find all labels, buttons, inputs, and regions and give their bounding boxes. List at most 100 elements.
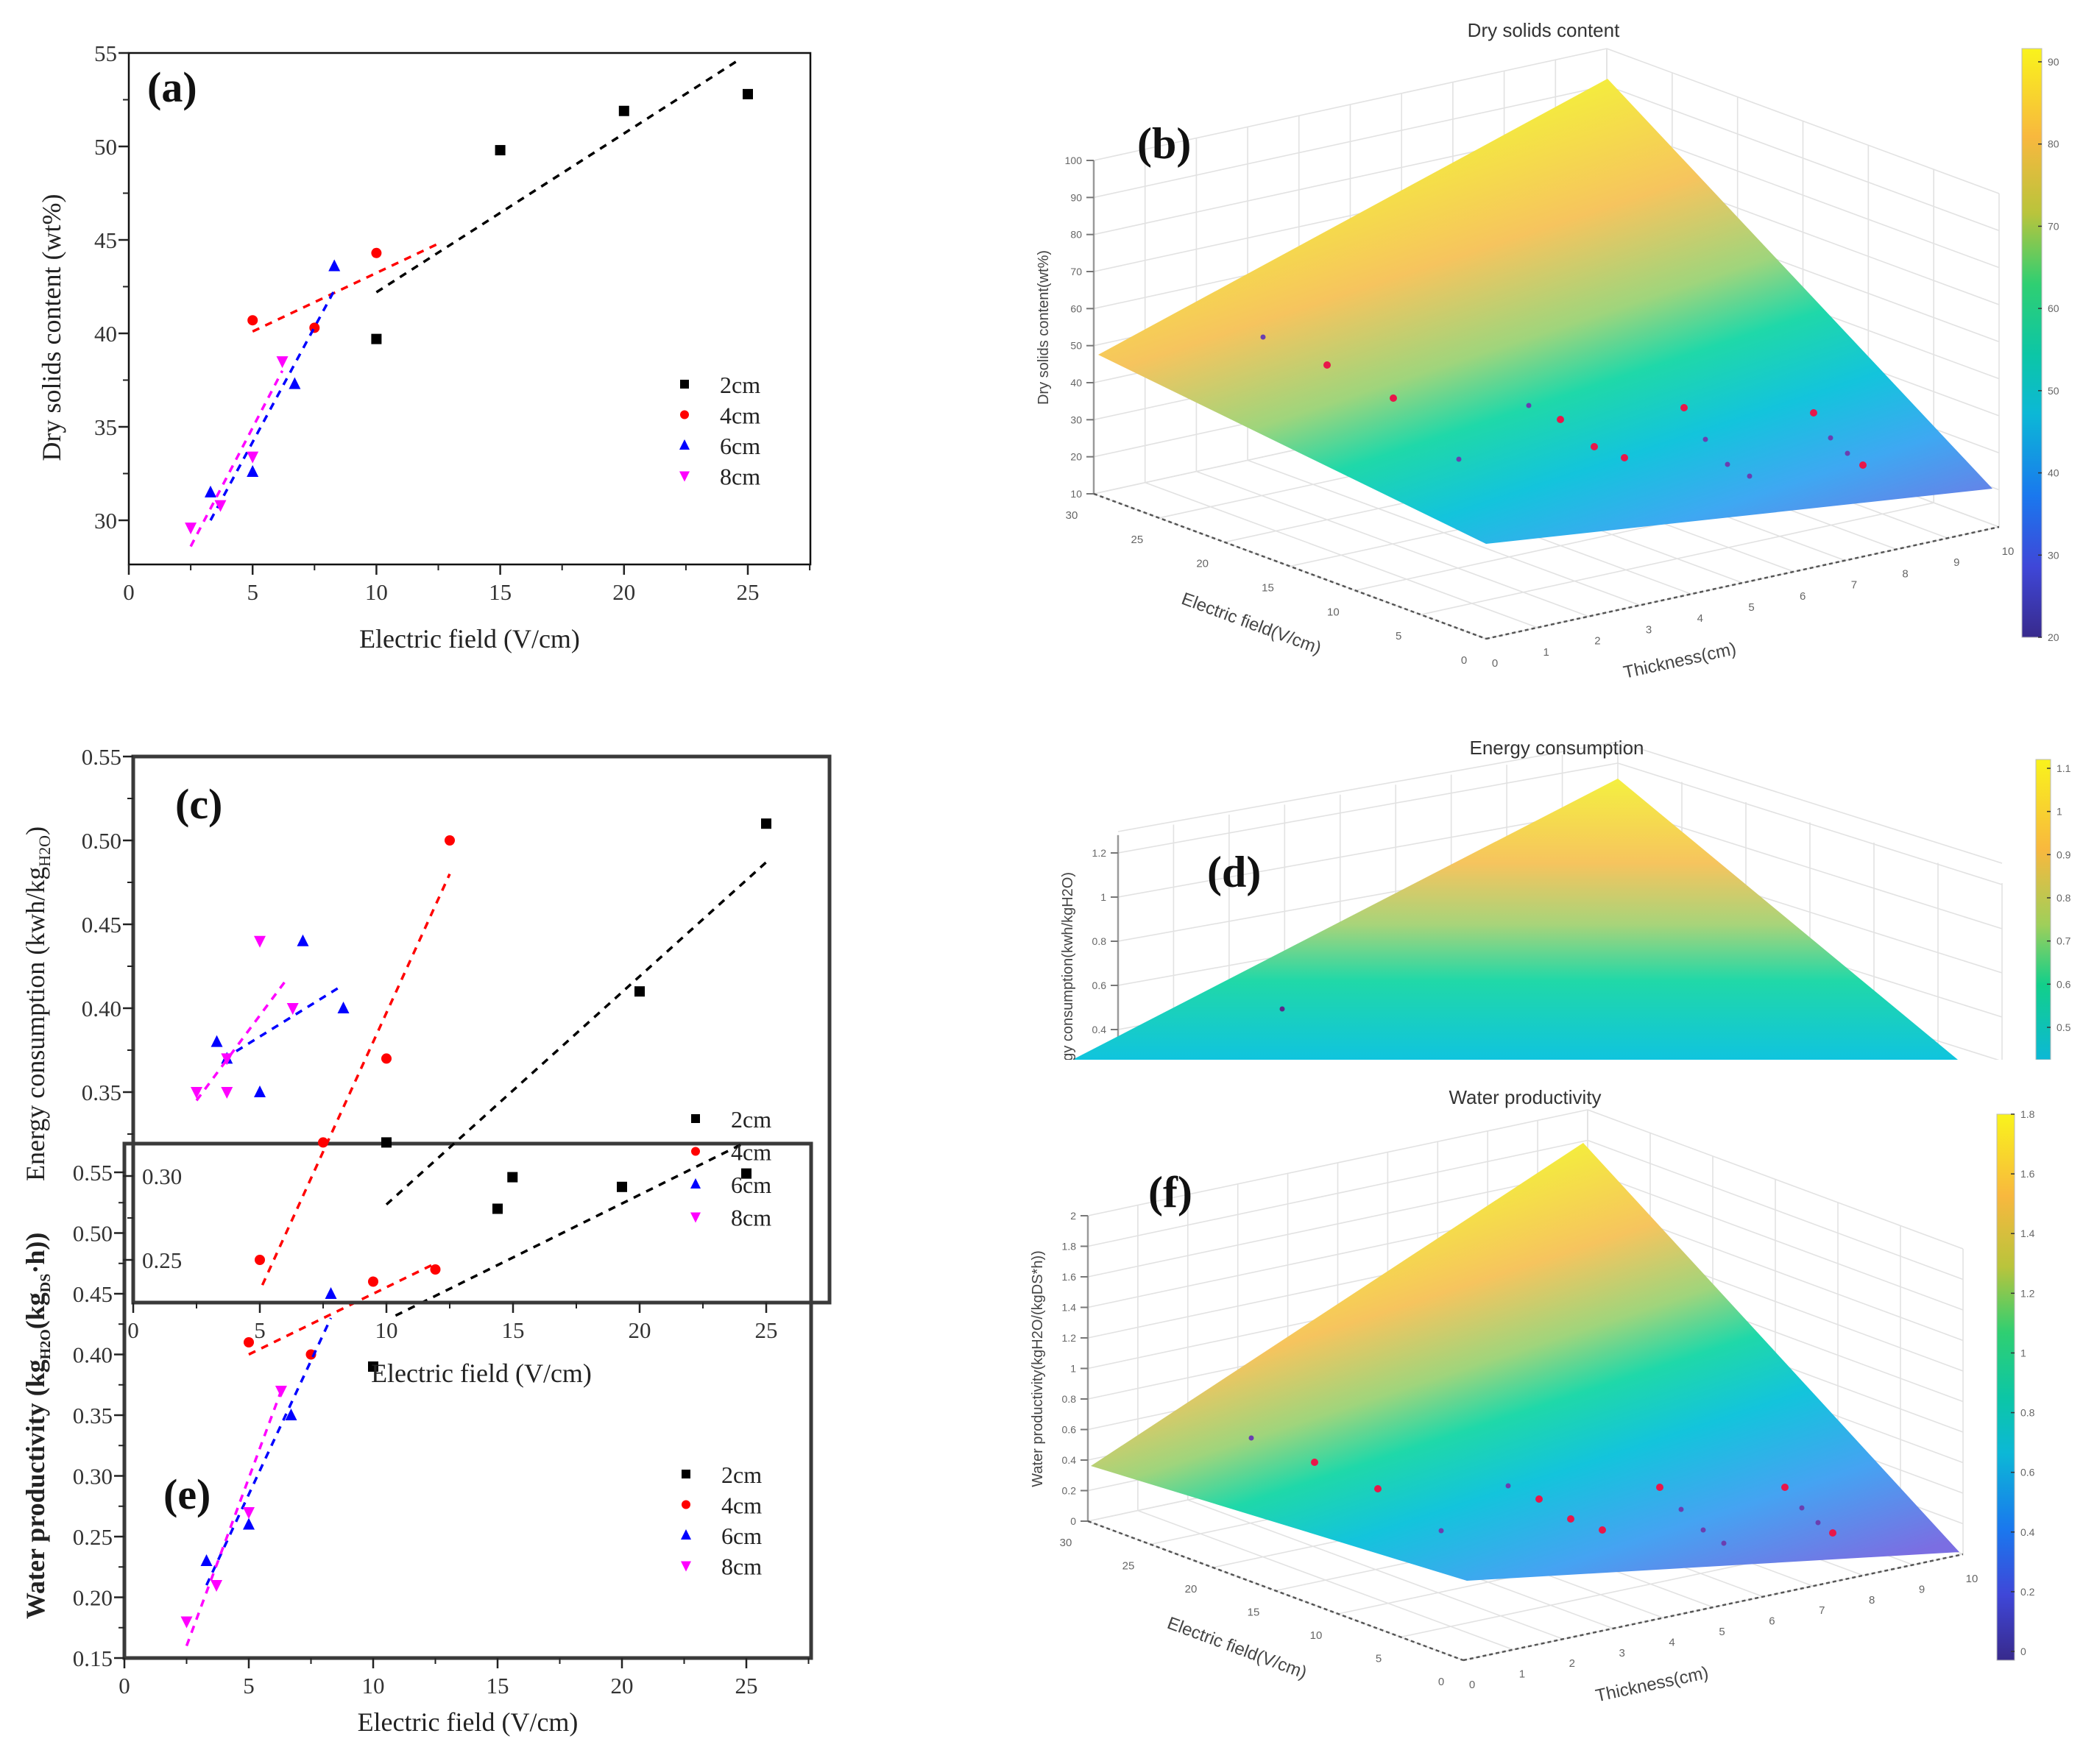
- marker-circle: [247, 315, 258, 326]
- colorbar-tick-label: 50: [2048, 385, 2059, 397]
- marker-circle: [430, 1264, 441, 1275]
- x-tick-label: 20: [612, 579, 635, 605]
- electric-field-tick-label: 15: [1262, 582, 1274, 595]
- thickness-tick-label: 9: [1953, 556, 1959, 569]
- marker-triangle-down: [286, 1003, 299, 1015]
- fit-line: [385, 861, 768, 1206]
- wall-grid-line: [1087, 1170, 1588, 1278]
- colorbar-tick-label: 0.8: [2020, 1407, 2035, 1419]
- marker-triangle-down: [275, 1386, 287, 1398]
- x-tick-label: 10: [365, 579, 388, 605]
- y-tick-label: 0.35: [82, 1080, 121, 1105]
- x-tick-label: 25: [755, 1317, 778, 1343]
- electric-field-tick-label: 5: [1376, 1653, 1382, 1665]
- legend-label: 4cm: [720, 403, 760, 429]
- marker-square: [495, 145, 506, 156]
- data-point: [1725, 461, 1730, 467]
- data-point: [1828, 435, 1833, 441]
- y-tick-label: 0.30: [142, 1163, 182, 1189]
- wall-grid-line: [1587, 1170, 1964, 1311]
- colorbar-tick-label: 40: [2048, 467, 2059, 479]
- marker-square: [743, 88, 753, 99]
- series-4cm: 4cm: [255, 835, 771, 1286]
- wall-grid-line: [1087, 1139, 1588, 1247]
- data-point: [1248, 1435, 1254, 1441]
- response-surface: [1091, 1143, 1959, 1581]
- marker-square: [691, 1114, 700, 1123]
- electric-field-tick-label: 30: [1066, 509, 1078, 522]
- marker-circle: [680, 410, 689, 419]
- colorbar-tick-label: 0.6: [2057, 978, 2071, 990]
- fit-line: [185, 1390, 283, 1647]
- y-axis-label-main: Energy consumption (kwh/kg: [21, 867, 50, 1181]
- marker-triangle-down: [214, 500, 227, 512]
- data-point: [1260, 334, 1266, 340]
- plot-frame: [127, 52, 812, 566]
- data-point: [1810, 409, 1817, 417]
- fit-line: [252, 242, 439, 333]
- panel-label: (c): [175, 780, 222, 828]
- z-tick-label: 90: [1070, 191, 1082, 203]
- wall-top-line: [1617, 741, 2003, 864]
- response-surface: [1072, 779, 1958, 1060]
- data-point: [1526, 403, 1532, 408]
- thickness-tick-label: 0: [1469, 1679, 1475, 1691]
- colorbar-tick-label: 1.2: [2020, 1287, 2035, 1299]
- marker-triangle-down: [243, 1507, 255, 1519]
- legend-label: 4cm: [731, 1139, 771, 1166]
- wall-grid-line: [1606, 48, 2000, 194]
- data-point: [1859, 461, 1867, 469]
- colorbar-tick-label: 1.4: [2020, 1228, 2035, 1239]
- z-tick-label: 70: [1070, 266, 1082, 277]
- fit-line: [205, 1317, 333, 1586]
- series-2cm: 2cm: [368, 1141, 762, 1488]
- colorbar-tick-label: 1.6: [2020, 1168, 2035, 1180]
- series-6cm: 6cm: [211, 934, 771, 1198]
- wall-grid-line: [1587, 1139, 1964, 1281]
- electric-field-tick-label: 25: [1122, 1560, 1135, 1573]
- fit-line: [189, 369, 284, 548]
- z-tick-label: 60: [1070, 302, 1082, 314]
- z-tick-label: 100: [1065, 155, 1083, 166]
- z-tick-label: 80: [1070, 229, 1082, 241]
- marker-square: [761, 818, 771, 829]
- series-8cm: 8cm: [191, 935, 771, 1231]
- colorbar-tick-label: 0.5: [2057, 1021, 2071, 1033]
- z-tick-label: 0.2: [1062, 1485, 1077, 1497]
- marker-circle: [445, 835, 455, 846]
- colorbar-tick-label: 30: [2048, 549, 2059, 561]
- z-tick-label: 30: [1070, 414, 1082, 425]
- thickness-tick-label: 5: [1748, 601, 1754, 614]
- wall-grid-line: [1617, 762, 2003, 885]
- marker-triangle-down: [254, 935, 266, 948]
- y-tick-label: 50: [94, 134, 117, 160]
- y-tick-label: 40: [94, 321, 117, 347]
- z-tick-label: 1: [1070, 1363, 1076, 1375]
- y-axis-label-mid: (kg: [21, 1292, 50, 1329]
- data-point: [1781, 1484, 1789, 1491]
- z-tick-label: 1.2: [1092, 847, 1107, 859]
- data-point: [1700, 1527, 1706, 1533]
- data-point: [1799, 1505, 1805, 1511]
- z-axis-label: Energy consumption(kwh/kgH2O): [1060, 872, 1076, 1092]
- marker-circle: [682, 1500, 690, 1509]
- wall-grid-line: [1093, 85, 1608, 199]
- legend-label: 6cm: [731, 1172, 771, 1198]
- z-tick-label: 50: [1070, 340, 1082, 352]
- x-tick-label: 20: [629, 1317, 651, 1343]
- marker-triangle-down: [180, 1616, 193, 1629]
- thickness-tick-label: 6: [1769, 1615, 1775, 1628]
- electric-field-tick-label: 5: [1396, 630, 1401, 642]
- y-tick-label: 0.25: [142, 1247, 182, 1273]
- marker-circle: [255, 1255, 265, 1265]
- thickness-tick-label: 3: [1646, 623, 1652, 636]
- fit-line: [375, 59, 739, 294]
- x-tick-label: 5: [254, 1317, 266, 1343]
- x-axis-label: Electric field (V/cm): [358, 1707, 579, 1737]
- thickness-tick-label: 2: [1594, 635, 1600, 648]
- colorbar-tick-label: 0.4: [2020, 1526, 2035, 1538]
- marker-square: [682, 1470, 690, 1478]
- marker-square: [680, 380, 689, 389]
- thickness-tick-label: 1: [1519, 1668, 1525, 1681]
- data-point: [1557, 416, 1564, 423]
